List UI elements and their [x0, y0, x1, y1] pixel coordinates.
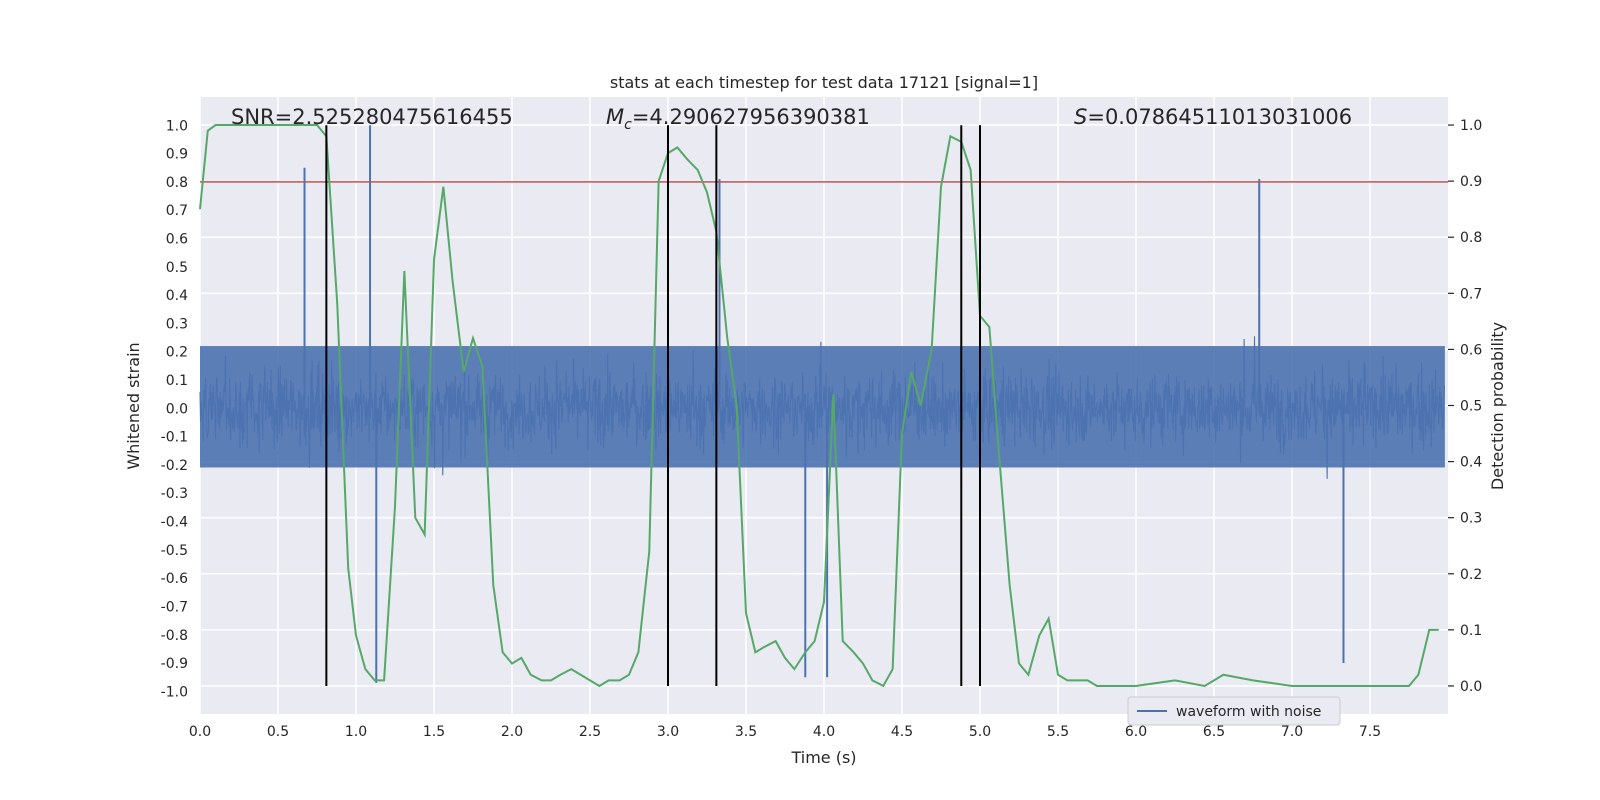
y-left-tick-label: -0.3 — [161, 486, 188, 502]
y-left-tick-label: -0.8 — [161, 628, 188, 644]
y-right-axis-ticks: 0.0 0.1 0.2 0.3 0.4 0.5 0.6 0.7 0.8 0.9 1.0 — [1448, 118, 1482, 695]
x-tick-label: 4.5 — [891, 724, 913, 740]
y-right-tick-label: 0.2 — [1460, 567, 1482, 583]
x-tick-label: 1.0 — [345, 724, 367, 740]
y-left-tick-label: -0.9 — [161, 656, 188, 672]
legend: waveform with noise — [1127, 696, 1341, 726]
y-left-tick-label: 0.5 — [166, 260, 188, 276]
x-tick-label: 7.5 — [1359, 724, 1381, 740]
waveform-band — [200, 346, 1445, 468]
x-tick-label: 6.5 — [1203, 724, 1225, 740]
y-right-axis-label: Detection probability — [1488, 322, 1507, 490]
x-tick-label: 3.0 — [657, 724, 679, 740]
y-left-tick-label: -0.4 — [161, 515, 188, 531]
chirp-mass-subscript: c — [624, 117, 632, 133]
snr-annotation: SNR=2.525280475616455 — [231, 105, 513, 129]
y-left-axis-ticks: -1.0 -0.9 -0.8 -0.7 -0.6 -0.5 -0.4 -0.3 -0.2 -0.1… — [161, 118, 188, 700]
chirp-mass-annotation: Mc=4.290627956390381 — [606, 105, 870, 133]
x-axis-ticks: 0.0 0.5 1.0 1.5 2.0 2.5 3.0 3.5 4.0 4.5 5.0 5.5 6.0 6… — [189, 724, 1381, 740]
y-left-tick-label: -0.5 — [161, 543, 188, 559]
y-left-axis-label: Whitened strain — [124, 342, 143, 469]
chirp-mass-symbol: M — [606, 105, 624, 129]
s-value: =0.07864511013031006 — [1087, 105, 1352, 129]
x-tick-label: 7.0 — [1281, 724, 1303, 740]
y-left-tick-label: 0.8 — [166, 175, 188, 191]
y-right-tick-label: 0.5 — [1460, 399, 1482, 415]
y-right-tick-label: 0.9 — [1460, 174, 1482, 190]
y-left-tick-label: -0.7 — [161, 599, 188, 615]
y-left-tick-label: 0.7 — [166, 203, 188, 219]
y-left-tick-label: 1.0 — [166, 118, 188, 134]
x-tick-label: 0.5 — [267, 724, 289, 740]
chirp-mass-value: =4.290627956390381 — [632, 105, 870, 129]
y-right-tick-label: 1.0 — [1460, 118, 1482, 134]
y-right-tick-label: 0.1 — [1460, 623, 1482, 639]
legend-box — [1127, 696, 1341, 726]
y-left-tick-label: 0.0 — [166, 401, 188, 417]
x-tick-label: 3.5 — [735, 724, 757, 740]
y-left-tick-label: -1.0 — [161, 684, 188, 700]
y-left-tick-label: -0.1 — [161, 430, 188, 446]
y-left-tick-label: 0.1 — [166, 373, 188, 389]
y-left-tick-label: 0.9 — [166, 147, 188, 163]
x-tick-label: 1.5 — [423, 724, 445, 740]
vertical-lines — [325, 125, 981, 686]
y-right-tick-label: 0.6 — [1460, 342, 1482, 358]
chart-title: stats at each timestep for test data 171… — [610, 73, 1038, 92]
y-left-tick-label: 0.3 — [166, 316, 188, 332]
x-tick-label: 4.0 — [813, 724, 835, 740]
x-tick-label: 5.5 — [1047, 724, 1069, 740]
x-axis-label: Time (s) — [790, 748, 856, 767]
y-left-tick-label: -0.2 — [161, 458, 188, 474]
x-tick-label: 0.0 — [189, 724, 211, 740]
legend-label: waveform with noise — [1176, 704, 1321, 720]
y-right-tick-label: 0.8 — [1460, 230, 1482, 246]
y-left-tick-label: -0.6 — [161, 571, 188, 587]
probability-line — [199, 124, 1439, 688]
x-tick-label: 6.0 — [1125, 724, 1147, 740]
y-left-tick-label: 0.4 — [166, 288, 188, 304]
probability-series — [199, 124, 1439, 688]
y-left-tick-label: 0.6 — [166, 232, 188, 248]
y-left-tick-label: 0.2 — [166, 345, 188, 361]
y-right-tick-label: 0.3 — [1460, 511, 1482, 527]
y-right-tick-label: 0.7 — [1460, 286, 1482, 302]
x-tick-label: 5.0 — [969, 724, 991, 740]
y-right-tick-label: 0.0 — [1460, 679, 1482, 695]
y-right-tick-label: 0.4 — [1460, 455, 1482, 471]
x-tick-label: 2.0 — [501, 724, 523, 740]
s-annotation: S=0.07864511013031006 — [1074, 105, 1352, 129]
s-symbol: S — [1074, 105, 1087, 129]
waveform-series — [199, 125, 1445, 683]
x-tick-label: 2.5 — [579, 724, 601, 740]
